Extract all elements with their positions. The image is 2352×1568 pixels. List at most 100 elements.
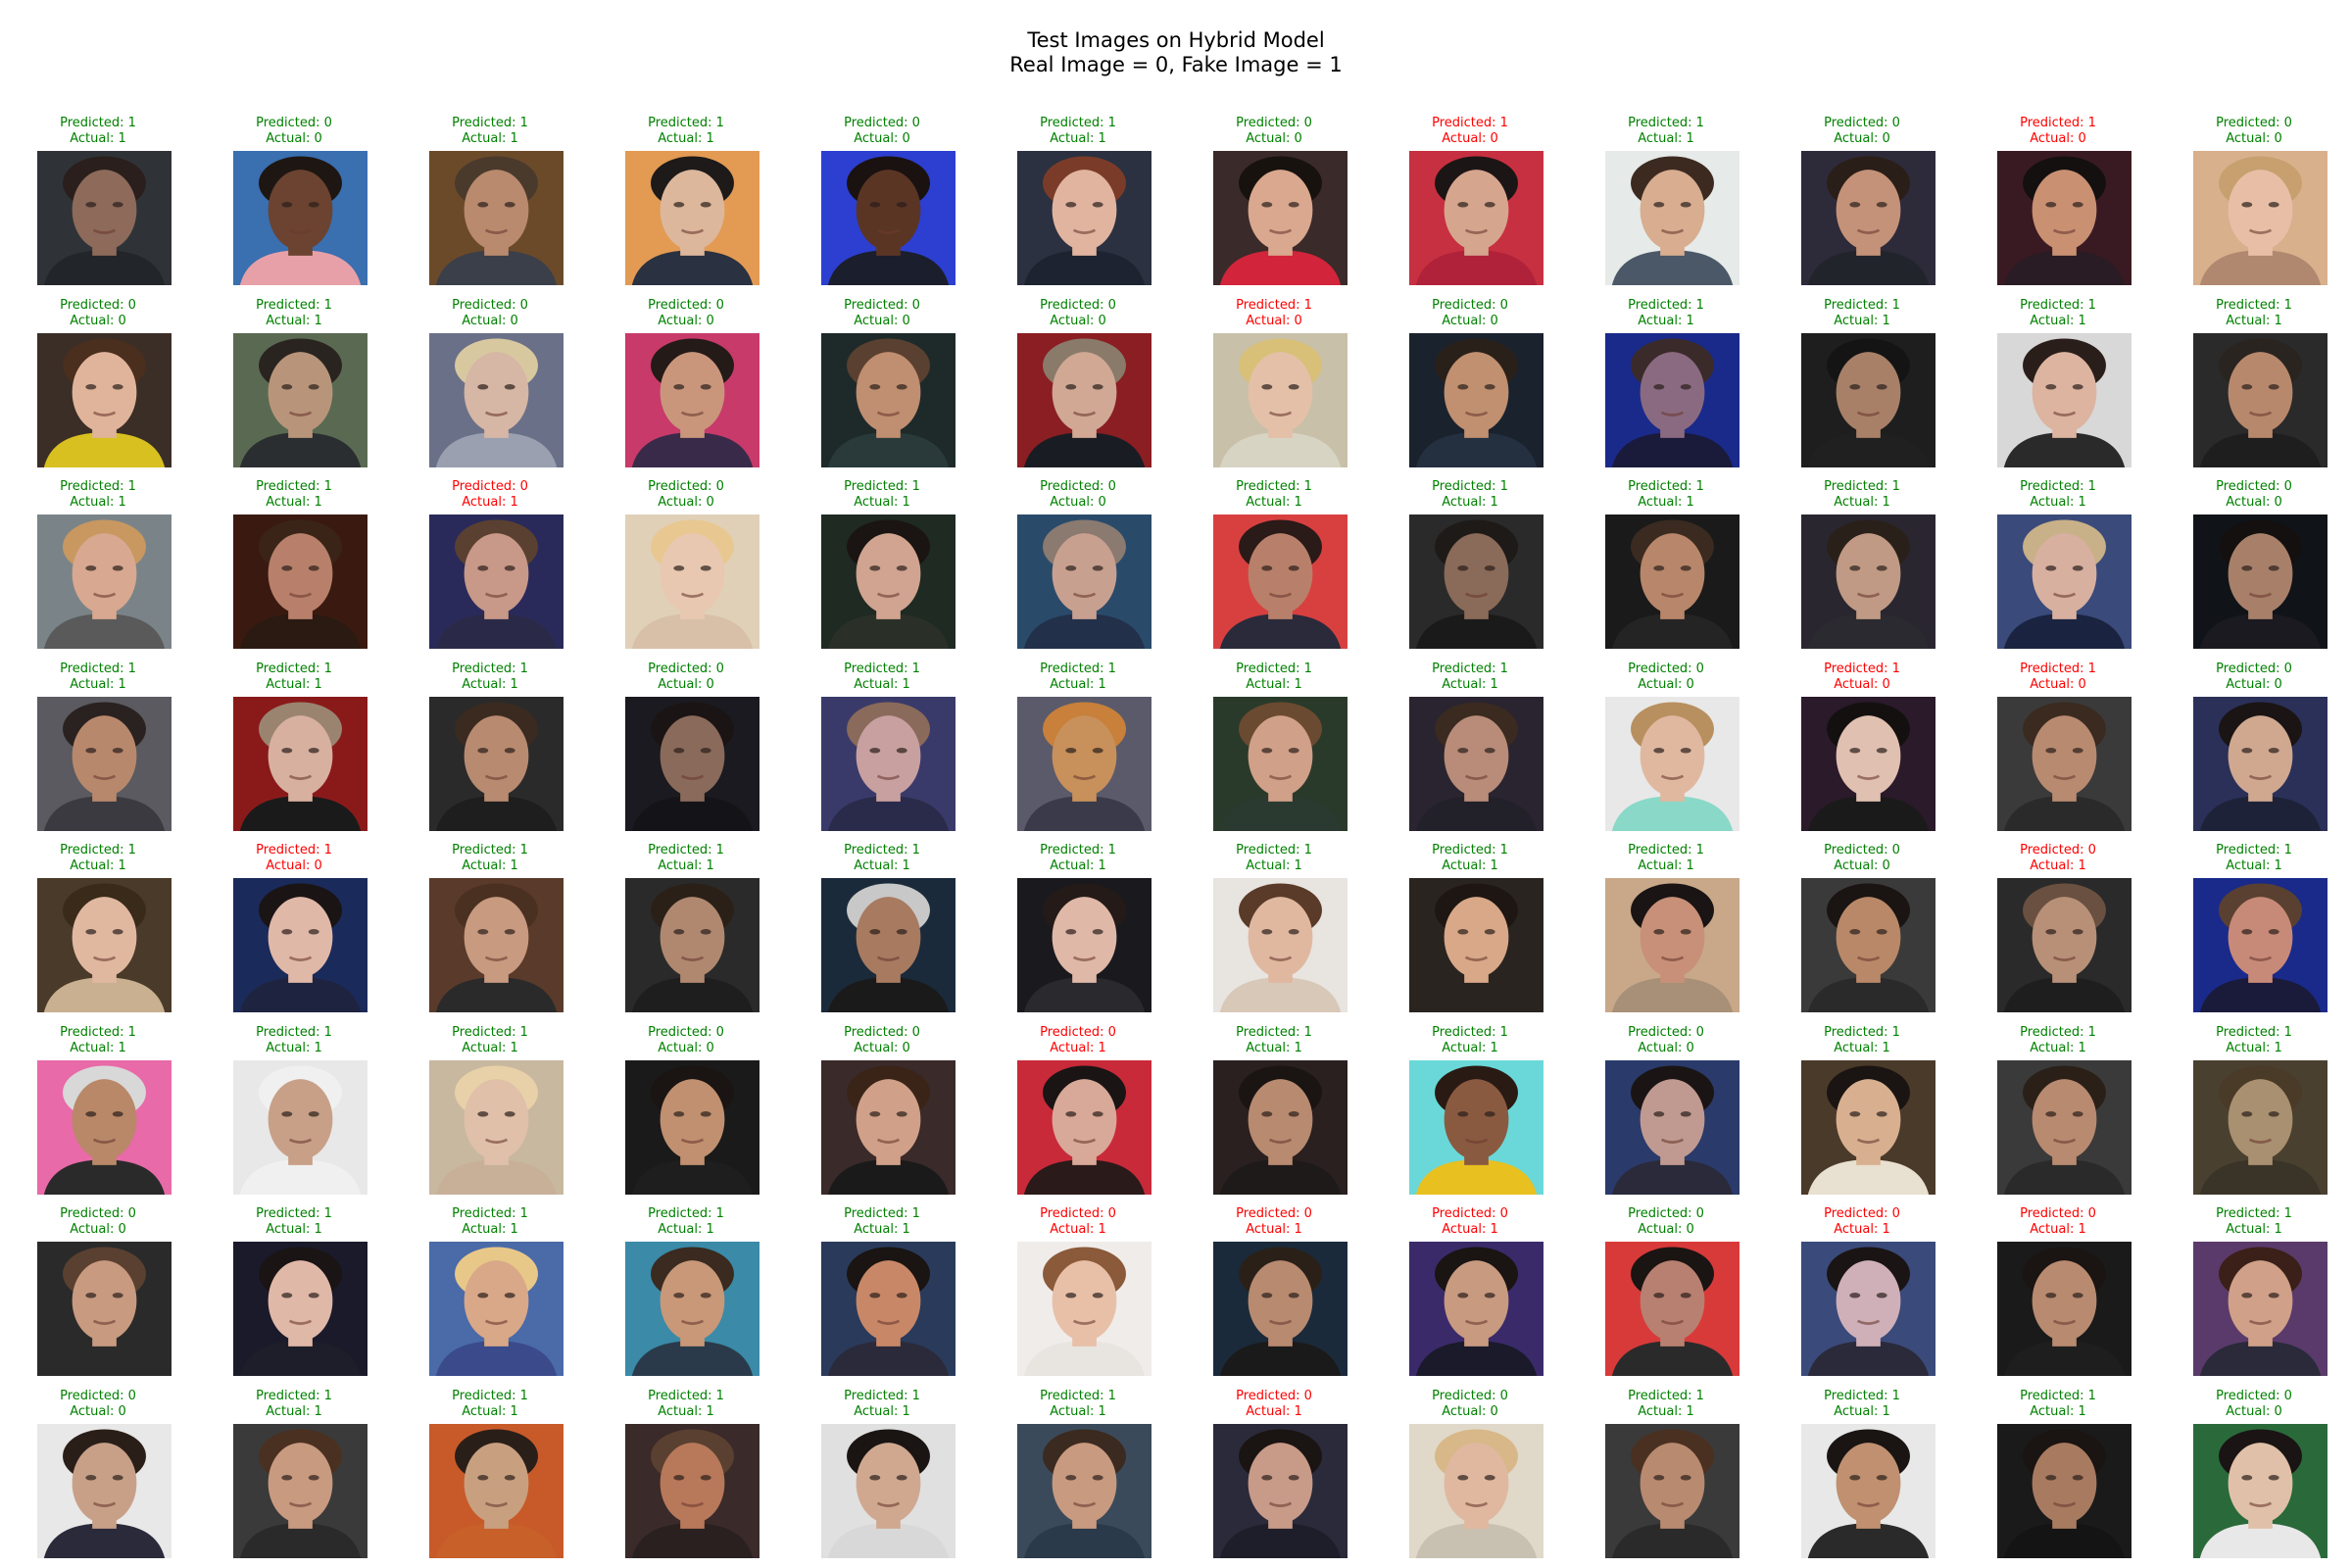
face-thumbnail <box>821 1242 956 1376</box>
actual-text: Actual: 1 <box>462 1222 518 1237</box>
grid-cell: Predicted: 1 Actual: 1 <box>588 1206 784 1388</box>
grid-cell: Predicted: 1 Actual: 1 <box>196 479 392 661</box>
actual-text: Actual: 1 <box>2030 495 2086 510</box>
prediction-label: Predicted: 1 Actual: 1 <box>196 1025 392 1056</box>
face-thumbnail <box>2193 514 2328 649</box>
prediction-label: Predicted: 1 Actual: 1 <box>2156 298 2352 329</box>
grid-cell: Predicted: 0 Actual: 0 <box>0 298 196 479</box>
predicted-text: Predicted: 1 <box>648 1388 724 1403</box>
actual-text: Actual: 0 <box>658 1040 714 1055</box>
prediction-label: Predicted: 1 Actual: 1 <box>392 1025 588 1056</box>
face-thumbnail <box>2193 332 2328 467</box>
face-thumbnail <box>1409 1423 1544 1558</box>
grid-cell: Predicted: 0 Actual: 0 <box>0 1206 196 1388</box>
predicted-text: Predicted: 1 <box>60 116 136 130</box>
prediction-label: Predicted: 0 Actual: 0 <box>784 1025 980 1056</box>
prediction-label: Predicted: 1 Actual: 1 <box>1176 479 1372 511</box>
prediction-label: Predicted: 0 Actual: 0 <box>1176 116 1372 147</box>
predicted-text: Predicted: 0 <box>2216 661 2292 676</box>
predicted-text: Predicted: 0 <box>1040 297 1116 313</box>
predicted-text: Predicted: 1 <box>1432 1024 1508 1040</box>
grid-cell: Predicted: 1 Actual: 1 <box>1568 843 1764 1024</box>
grid-cell: Predicted: 1 Actual: 1 <box>1176 843 1372 1024</box>
face-thumbnail <box>1605 1242 1740 1376</box>
face-thumbnail <box>1213 696 1348 831</box>
actual-text: Actual: 1 <box>266 1040 322 1055</box>
actual-text: Actual: 0 <box>462 313 518 328</box>
face-thumbnail <box>37 1423 172 1558</box>
actual-text: Actual: 1 <box>462 858 518 873</box>
face-thumbnail <box>233 1423 368 1558</box>
actual-text: Actual: 1 <box>1246 1040 1302 1055</box>
grid-cell: Predicted: 1 Actual: 1 <box>196 1389 392 1568</box>
prediction-label: Predicted: 0 Actual: 0 <box>588 298 784 329</box>
actual-text: Actual: 0 <box>1442 1403 1498 1419</box>
grid-cell: Predicted: 1 Actual: 1 <box>1764 1389 1960 1568</box>
grid-cell: Predicted: 0 Actual: 0 <box>2156 116 2352 297</box>
face-thumbnail <box>2193 878 2328 1012</box>
prediction-label: Predicted: 1 Actual: 1 <box>0 116 196 147</box>
face-thumbnail <box>625 1423 760 1558</box>
actual-text: Actual: 1 <box>658 1222 714 1237</box>
actual-text: Actual: 1 <box>1638 131 1694 146</box>
prediction-label: Predicted: 1 Actual: 1 <box>2156 843 2352 874</box>
prediction-label: Predicted: 0 Actual: 0 <box>1372 298 1568 329</box>
grid-cell: Predicted: 1 Actual: 1 <box>2156 298 2352 479</box>
actual-text: Actual: 1 <box>462 131 518 146</box>
actual-text: Actual: 1 <box>854 1403 910 1419</box>
actual-text: Actual: 1 <box>2030 1222 2086 1237</box>
grid-cell: Predicted: 1 Actual: 1 <box>1960 479 2156 661</box>
grid-cell: Predicted: 1 Actual: 1 <box>588 116 784 297</box>
actual-text: Actual: 1 <box>1050 1222 1106 1237</box>
grid-cell: Predicted: 1 Actual: 1 <box>1372 843 1568 1024</box>
predicted-text: Predicted: 1 <box>844 1388 920 1403</box>
actual-text: Actual: 1 <box>658 858 714 873</box>
grid-cell: Predicted: 0 Actual: 1 <box>1960 843 2156 1024</box>
prediction-label: Predicted: 0 Actual: 0 <box>392 298 588 329</box>
face-thumbnail <box>37 151 172 285</box>
face-thumbnail <box>1409 514 1544 649</box>
grid-cell: Predicted: 0 Actual: 0 <box>1372 298 1568 479</box>
predicted-text: Predicted: 1 <box>256 661 332 676</box>
face-thumbnail <box>1409 878 1544 1012</box>
predicted-text: Predicted: 1 <box>60 661 136 676</box>
grid-cell: Predicted: 1 Actual: 1 <box>1960 298 2156 479</box>
face-thumbnail <box>1409 1242 1544 1376</box>
face-thumbnail <box>429 878 564 1012</box>
actual-text: Actual: 1 <box>2226 1222 2282 1237</box>
grid-cell: Predicted: 1 Actual: 0 <box>1176 298 1372 479</box>
predicted-text: Predicted: 1 <box>256 1206 332 1221</box>
face-thumbnail <box>1409 151 1544 285</box>
actual-text: Actual: 1 <box>70 676 126 692</box>
grid-cell: Predicted: 0 Actual: 0 <box>0 1389 196 1568</box>
grid-cell: Predicted: 0 Actual: 0 <box>784 298 980 479</box>
grid-cell: Predicted: 0 Actual: 0 <box>1764 843 1960 1024</box>
actual-text: Actual: 0 <box>854 313 910 328</box>
grid-cell: Predicted: 1 Actual: 1 <box>392 116 588 297</box>
face-thumbnail <box>1017 1059 1152 1195</box>
prediction-label: Predicted: 1 Actual: 1 <box>1960 1025 2156 1056</box>
prediction-label: Predicted: 0 Actual: 0 <box>196 116 392 147</box>
predicted-text: Predicted: 1 <box>452 1024 528 1040</box>
grid-cell: Predicted: 0 Actual: 1 <box>392 479 588 661</box>
prediction-label: Predicted: 0 Actual: 1 <box>1176 1206 1372 1238</box>
predicted-text: Predicted: 1 <box>1824 297 1900 313</box>
predicted-text: Predicted: 1 <box>2216 1024 2292 1040</box>
actual-text: Actual: 1 <box>266 495 322 510</box>
prediction-label: Predicted: 0 Actual: 1 <box>1176 1389 1372 1420</box>
grid-cell: Predicted: 1 Actual: 1 <box>980 843 1176 1024</box>
grid-cell: Predicted: 1 Actual: 1 <box>784 479 980 661</box>
grid-cell: Predicted: 1 Actual: 1 <box>1372 662 1568 843</box>
prediction-label: Predicted: 1 Actual: 1 <box>392 1389 588 1420</box>
grid-cell: Predicted: 1 Actual: 1 <box>980 1389 1176 1568</box>
predicted-text: Predicted: 1 <box>256 1024 332 1040</box>
face-thumbnail <box>2193 1059 2328 1195</box>
prediction-label: Predicted: 1 Actual: 1 <box>1568 298 1764 329</box>
face-thumbnail <box>1605 514 1740 649</box>
predicted-text: Predicted: 0 <box>844 116 920 130</box>
actual-text: Actual: 0 <box>1050 313 1106 328</box>
predicted-text: Predicted: 0 <box>648 479 724 494</box>
actual-text: Actual: 1 <box>1442 495 1498 510</box>
grid-cell: Predicted: 1 Actual: 1 <box>392 1206 588 1388</box>
face-thumbnail <box>2193 1242 2328 1376</box>
